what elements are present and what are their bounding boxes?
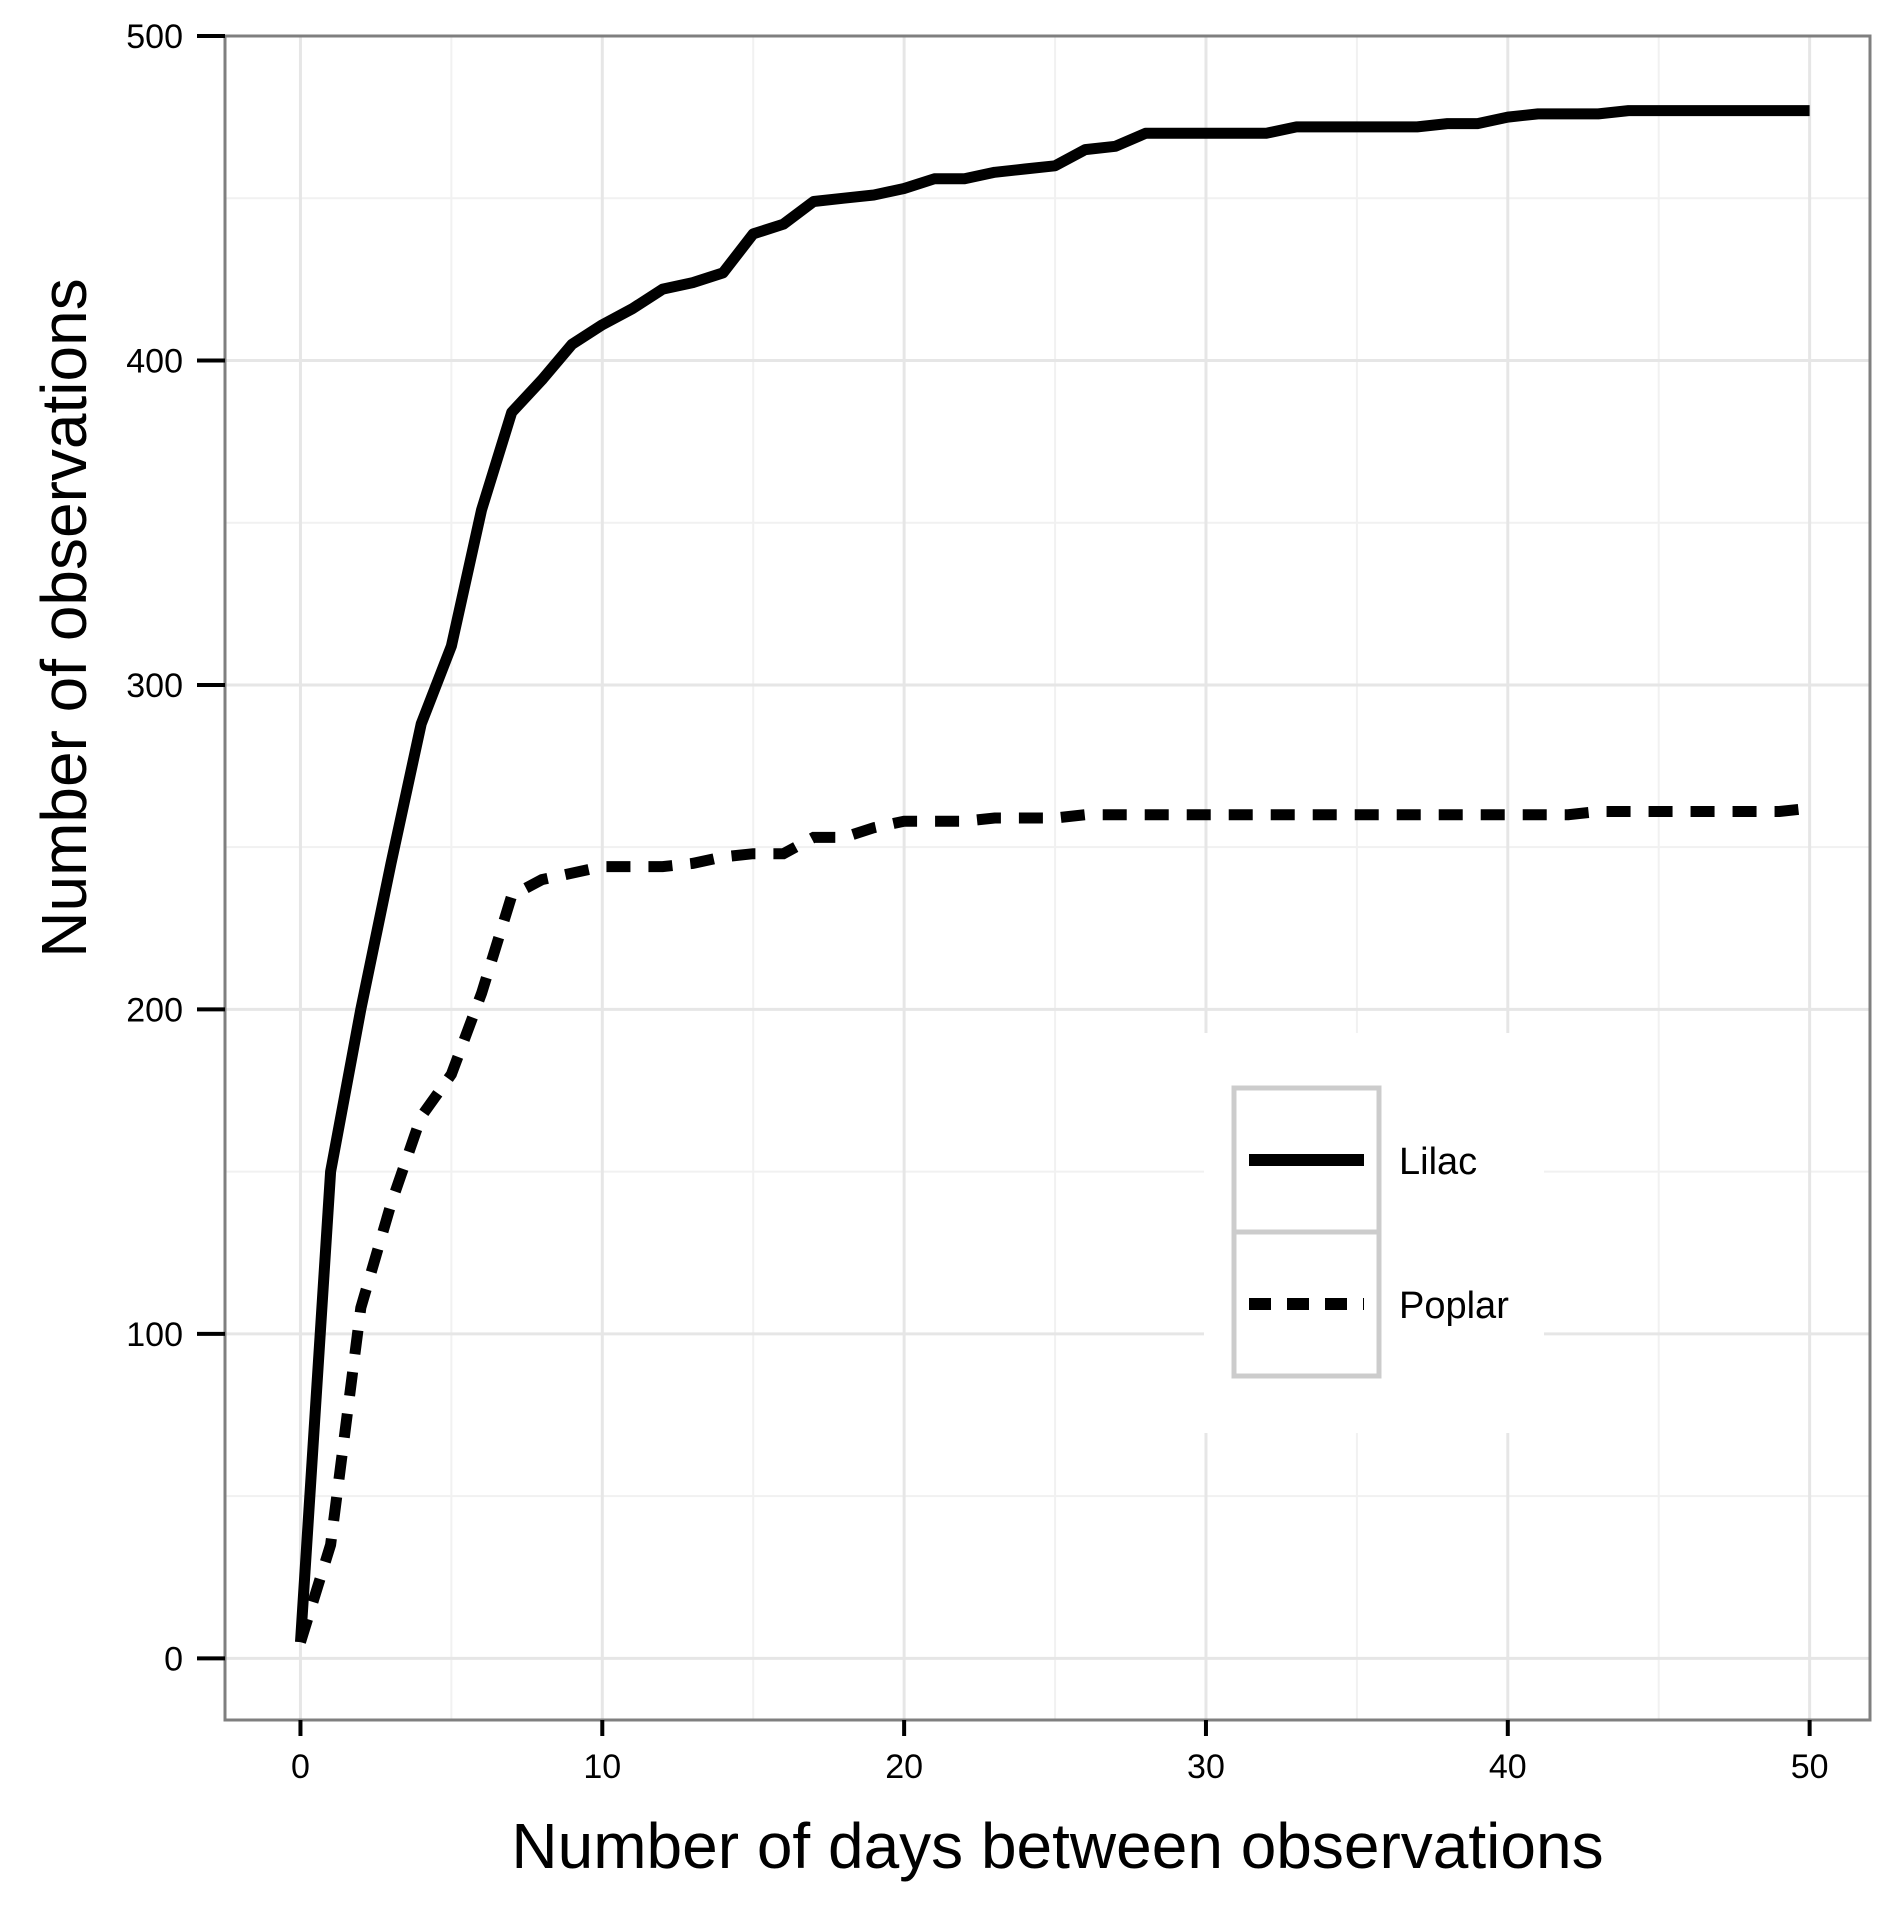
x-tick-label: 10 xyxy=(583,1748,621,1786)
y-tick-label: 200 xyxy=(126,991,183,1029)
x-axis-title: Number of days between observations xyxy=(511,1810,1603,1882)
grid-layer xyxy=(225,34,1870,1720)
legend-label-lilac: Lilac xyxy=(1399,1141,1477,1183)
plot-frame xyxy=(223,34,1872,1722)
x-tick-label: 40 xyxy=(1489,1748,1527,1786)
x-tick-label: 20 xyxy=(885,1748,923,1786)
y-tick-label: 0 xyxy=(164,1640,183,1678)
legend: Lilac Poplar xyxy=(1204,1033,1544,1433)
x-tick-label: 50 xyxy=(1791,1748,1829,1786)
x-tick-label: 30 xyxy=(1187,1748,1225,1786)
series-layer xyxy=(295,105,1811,1644)
y-tick-label: 100 xyxy=(126,1316,183,1354)
y-tick-label: 400 xyxy=(126,342,183,380)
legend-label-poplar: Poplar xyxy=(1399,1285,1509,1327)
x-tick-label: 0 xyxy=(291,1748,310,1786)
series-line-lilac xyxy=(295,105,1810,1643)
y-axis-title: Number of observations xyxy=(28,278,100,957)
y-tick-label: 500 xyxy=(126,18,183,56)
y-tick-label: 300 xyxy=(126,667,183,705)
